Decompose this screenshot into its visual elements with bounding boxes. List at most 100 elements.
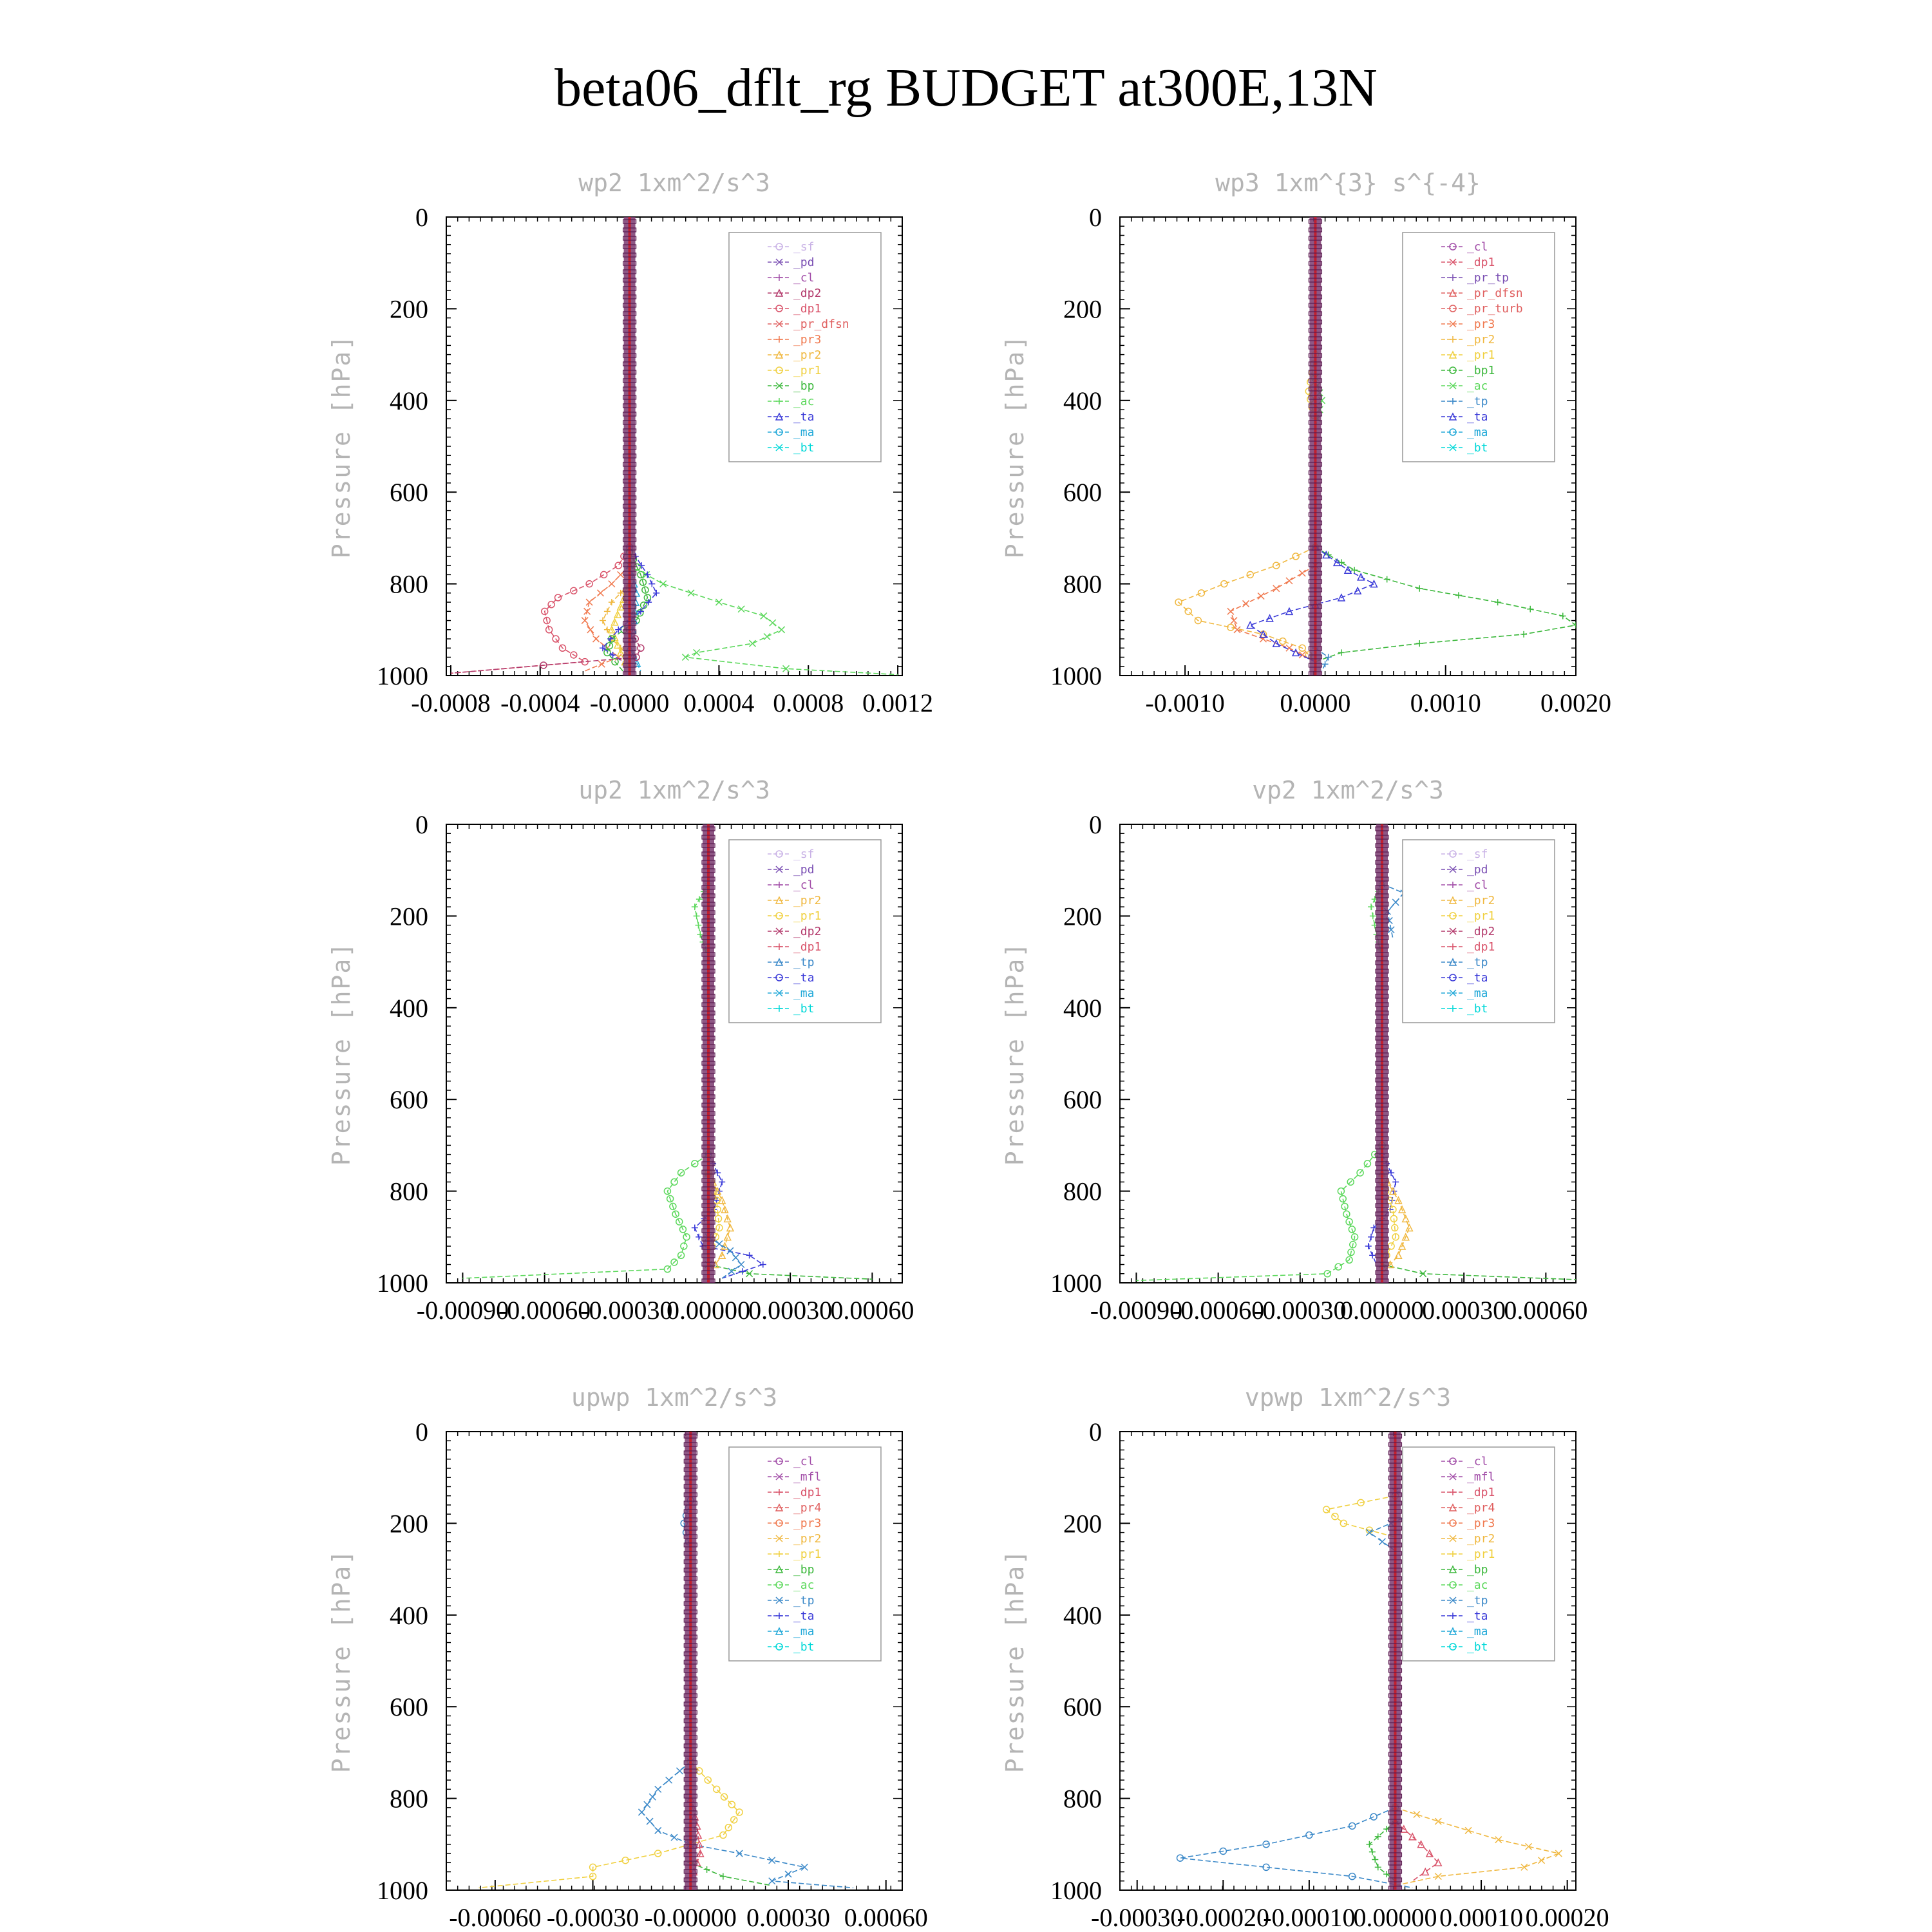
data-point [581, 617, 589, 625]
data-point [768, 1877, 776, 1885]
data-point [643, 1801, 651, 1808]
zero-marker [701, 1119, 715, 1124]
zero-marker [622, 252, 637, 258]
data-point [1353, 586, 1362, 595]
zero-marker [1308, 303, 1323, 308]
data-point [1331, 1512, 1339, 1520]
data-point [644, 571, 651, 578]
zero-marker [701, 1270, 715, 1275]
data-point [1495, 1836, 1502, 1844]
zero-marker [1388, 1718, 1403, 1723]
data-point [613, 640, 622, 649]
data-point [1449, 1596, 1457, 1604]
zero-marker [683, 1634, 697, 1640]
y-tick-label: 200 [1063, 902, 1102, 931]
data-point [1349, 1240, 1357, 1249]
y-tick-label: 400 [390, 386, 428, 415]
data-point [746, 1252, 753, 1259]
data-point [1378, 1538, 1386, 1546]
data-point [1449, 1643, 1457, 1651]
zero-column [1388, 1432, 1403, 1890]
y-tick-label: 200 [390, 902, 428, 931]
data-point [639, 578, 647, 586]
zero-marker [622, 437, 637, 442]
zero-marker [622, 345, 637, 350]
data-point [1374, 1833, 1381, 1840]
data-point [1449, 912, 1457, 920]
data-point [1408, 1832, 1417, 1841]
data-point [611, 658, 619, 666]
data-point [585, 580, 593, 588]
legend-item-label: _ma [793, 1625, 815, 1638]
zero-marker [1308, 294, 1323, 299]
data-point [717, 1251, 726, 1260]
data-point [1449, 382, 1457, 390]
data-point [1448, 1565, 1457, 1573]
data-point [558, 644, 567, 652]
zero-marker [701, 1170, 715, 1175]
zero-marker [1375, 1253, 1389, 1258]
zero-marker [1388, 1660, 1403, 1665]
legend-item-label: _bt [1467, 1002, 1488, 1016]
data-point [1449, 989, 1457, 997]
plot-area [450, 217, 898, 676]
zero-marker [1388, 1601, 1403, 1606]
zero-marker [1308, 278, 1323, 283]
zero-marker [1375, 885, 1389, 890]
data-point [583, 607, 591, 615]
y-tick-label: 200 [1063, 294, 1102, 323]
data-point [1325, 654, 1332, 661]
zero-marker [1388, 1869, 1403, 1874]
data-point [1219, 1847, 1227, 1855]
data-point [676, 1767, 683, 1775]
zero-marker [701, 1178, 715, 1183]
data-point [1449, 1581, 1457, 1589]
zero-marker [622, 612, 637, 618]
zero-marker [1388, 1735, 1403, 1740]
zero-marker [1308, 453, 1323, 459]
zero-marker [701, 1002, 715, 1007]
data-point [759, 1261, 766, 1268]
data-point [1387, 926, 1395, 934]
zero-marker [1388, 1685, 1403, 1690]
zero-column [701, 824, 715, 1283]
zero-marker [701, 885, 715, 890]
zero-marker [1375, 1195, 1389, 1200]
y-tick-label: 400 [1063, 994, 1102, 1023]
data-point [775, 866, 783, 873]
y-tick-label: 600 [1063, 1692, 1102, 1721]
chart-panel-4: vp2 1xm^2/s^3 Pressure [hPa] 0 200 400 600 800… [1001, 776, 1587, 1325]
data-point [1334, 1263, 1342, 1271]
data-point [1345, 1256, 1353, 1264]
y-tick-label: 0 [1089, 810, 1102, 839]
chart-panel-2: wp3 1xm^{3} s^{-4} Pressure [hPa] 0 200 400 6… [1001, 169, 1611, 717]
data-point [737, 1260, 745, 1269]
legend-item-label: _pr1 [1467, 909, 1495, 923]
zero-marker [622, 428, 637, 433]
legend-item-label: _pd [1467, 863, 1488, 876]
data-point [1265, 614, 1274, 622]
zero-marker [1388, 1542, 1403, 1548]
zero-marker [622, 638, 637, 643]
x-tick-label: -0.00000 [645, 1903, 737, 1932]
data-point [589, 1863, 597, 1871]
zero-marker [622, 579, 637, 584]
data-point [714, 1215, 723, 1223]
data-point [1332, 558, 1341, 567]
zero-marker [622, 261, 637, 266]
zero-marker [1308, 219, 1323, 224]
data-point [775, 896, 784, 904]
zero-marker [1308, 236, 1323, 241]
zero-marker [1388, 1701, 1403, 1707]
zero-marker [683, 1760, 697, 1765]
zero-marker [1308, 596, 1323, 601]
zero-marker [622, 219, 637, 224]
series-bp1 [1312, 544, 1576, 663]
data-point [646, 1817, 654, 1825]
zero-marker [622, 336, 637, 341]
series-ta [599, 544, 660, 663]
data-point [775, 943, 782, 950]
data-point [1388, 1186, 1397, 1195]
zero-marker [683, 1886, 697, 1890]
data-point [607, 625, 616, 634]
